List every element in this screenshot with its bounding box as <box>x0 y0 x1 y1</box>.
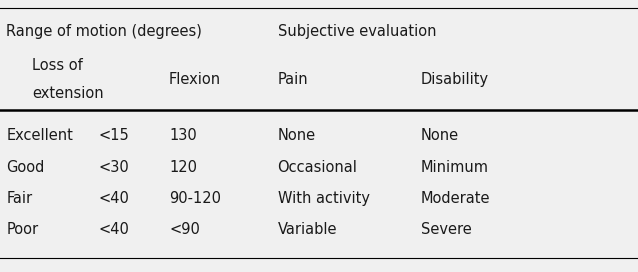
Text: Fair: Fair <box>6 191 33 206</box>
Text: 90-120: 90-120 <box>169 191 221 206</box>
Text: Variable: Variable <box>278 222 337 237</box>
Text: Excellent: Excellent <box>6 128 73 144</box>
Text: Pain: Pain <box>278 72 308 87</box>
Text: 130: 130 <box>169 128 197 144</box>
Text: <30: <30 <box>99 160 130 175</box>
Text: Severe: Severe <box>421 222 472 237</box>
Text: Flexion: Flexion <box>169 72 221 87</box>
Text: None: None <box>278 128 316 144</box>
Text: <15: <15 <box>99 128 130 144</box>
Text: Occasional: Occasional <box>278 160 357 175</box>
Text: None: None <box>421 128 459 144</box>
Text: <90: <90 <box>169 222 200 237</box>
Text: <40: <40 <box>99 191 130 206</box>
Text: Range of motion (degrees): Range of motion (degrees) <box>6 24 202 39</box>
Text: 120: 120 <box>169 160 197 175</box>
Text: Loss of: Loss of <box>32 58 83 73</box>
Text: With activity: With activity <box>278 191 369 206</box>
Text: <40: <40 <box>99 222 130 237</box>
Text: Poor: Poor <box>6 222 38 237</box>
Text: Subjective evaluation: Subjective evaluation <box>278 24 436 39</box>
Text: Moderate: Moderate <box>421 191 491 206</box>
Text: Good: Good <box>6 160 45 175</box>
Text: extension: extension <box>32 86 103 101</box>
Text: Minimum: Minimum <box>421 160 489 175</box>
Text: Disability: Disability <box>421 72 489 87</box>
